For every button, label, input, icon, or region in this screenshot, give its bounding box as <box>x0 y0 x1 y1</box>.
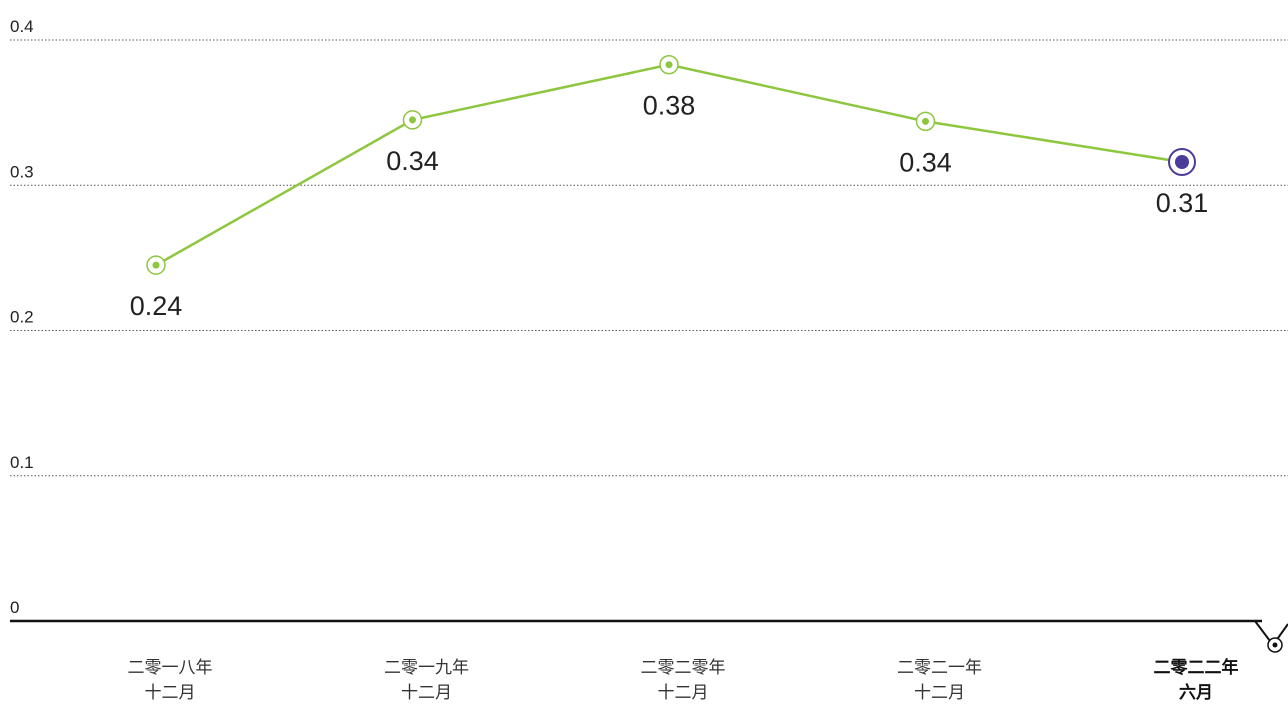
y-axis-ticks: 0 0.1 0.2 0.3 0.4 <box>10 17 34 617</box>
data-point <box>152 261 160 269</box>
y-tick-label: 0.1 <box>10 453 34 472</box>
x-tick-label-line1: 二零二零年 <box>641 658 726 678</box>
y-tick-label: 0.3 <box>10 162 34 181</box>
x-tick-label-line2: 六月 <box>1179 682 1213 703</box>
x-tick-label-line2: 十二月 <box>658 683 709 703</box>
axis-break-dot-center <box>1272 642 1278 648</box>
data-label: 0.34 <box>386 146 439 176</box>
data-label: 0.31 <box>1156 188 1209 218</box>
data-point-highlight <box>1175 155 1189 170</box>
x-tick-label-line2: 十二月 <box>914 683 965 703</box>
data-points <box>146 54 1196 275</box>
data-labels: 0.24 0.34 0.38 0.34 0.31 <box>130 91 1209 321</box>
axis-break-marker <box>1254 620 1288 653</box>
x-tick-label-line2: 十二月 <box>145 683 196 703</box>
data-point <box>409 116 416 124</box>
data-point <box>922 117 929 125</box>
x-tick-label-line1: 二零二一年 <box>897 658 982 678</box>
y-tick-label: 0 <box>10 598 19 617</box>
grid-lines <box>10 39 1288 477</box>
data-label: 0.38 <box>643 91 696 121</box>
y-tick-label: 0.4 <box>10 17 34 36</box>
x-tick-label-line2: 十二月 <box>401 683 452 703</box>
x-tick-label-line1: 二零一九年 <box>384 658 469 678</box>
x-tick-label-line1: 二零二二年 <box>1154 657 1239 678</box>
y-tick-label: 0.2 <box>10 308 34 327</box>
data-label: 0.24 <box>130 291 183 321</box>
x-tick-label-line1: 二零一八年 <box>128 658 213 678</box>
data-point <box>665 61 673 69</box>
data-label: 0.34 <box>899 147 952 177</box>
